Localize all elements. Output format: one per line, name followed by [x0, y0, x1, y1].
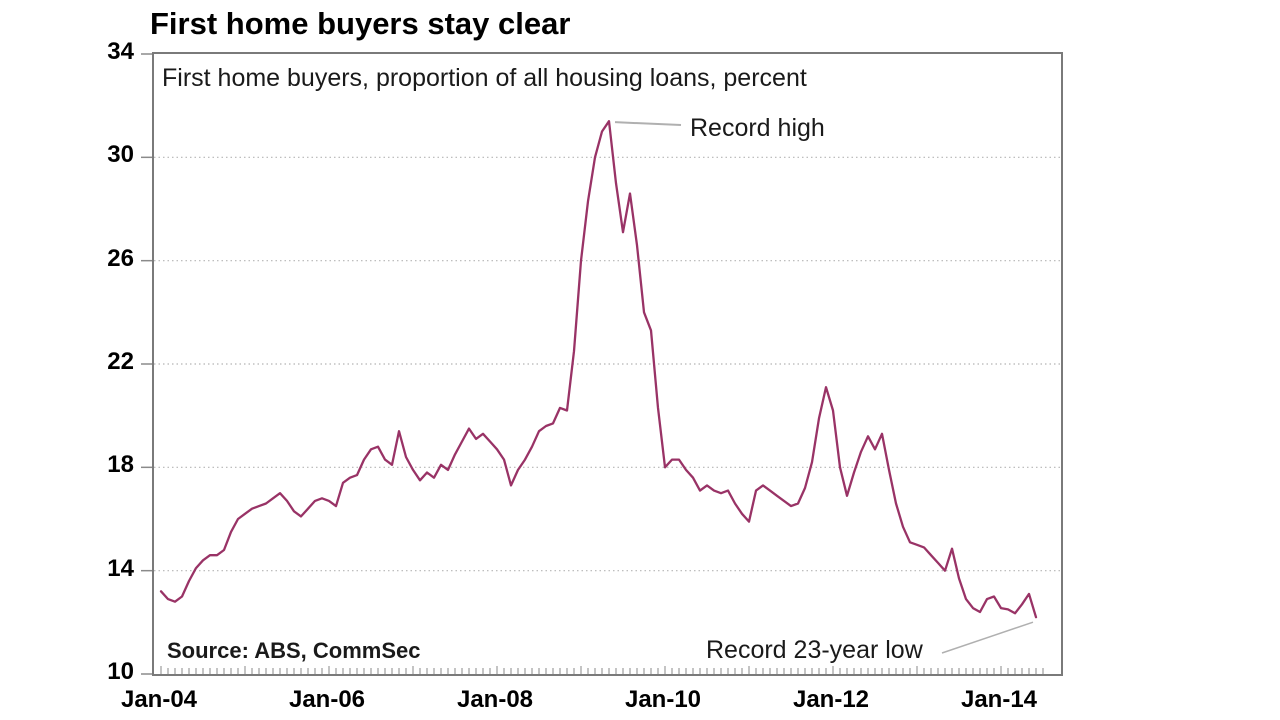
y-tick-label-10: 10 [107, 658, 134, 685]
y-tick-label-26: 26 [107, 244, 134, 272]
x-tick-label-Jan-08: Jan-08 [456, 686, 534, 713]
source-note: Source: ABS, CommSec [167, 638, 421, 663]
x-tick-label-Jan-14: Jan-14 [960, 686, 1038, 713]
chart-subtitle: First home buyers, proportion of all hou… [162, 64, 807, 92]
line-chart [141, 53, 1061, 675]
plot-area: First home buyers, proportion of all hou… [141, 52, 1063, 676]
x-tick-label-Jan-04: Jan-04 [120, 686, 198, 713]
chart-title: First home buyers stay clear [150, 6, 571, 41]
x-tick-label-Jan-06: Jan-06 [288, 686, 366, 713]
x-tick-label-Jan-10: Jan-10 [624, 686, 702, 713]
annotation-record-low: Record 23-year low [706, 636, 923, 664]
y-tick-label-18: 18 [107, 451, 134, 479]
y-tick-label-30: 30 [107, 141, 134, 169]
y-tick-label-14: 14 [107, 554, 134, 582]
annotation-record-high: Record high [690, 114, 825, 142]
x-tick-label-Jan-12: Jan-12 [792, 686, 870, 713]
y-tick-label-22: 22 [107, 348, 134, 375]
y-tick-label-34: 34 [107, 38, 134, 65]
